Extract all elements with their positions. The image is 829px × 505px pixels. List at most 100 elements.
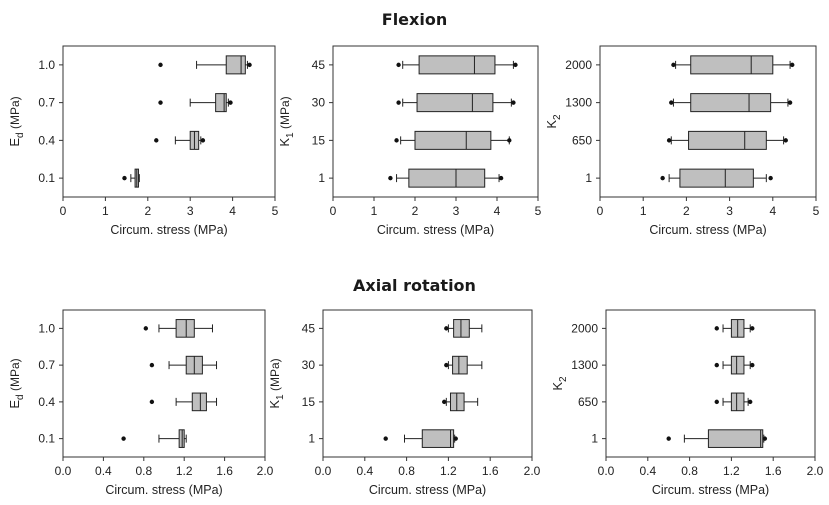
chart-1: 0 1 2 3 4 5 Circum. stress (MPa) 1.0 0.7 0.4 0.1 Ed… (7, 45, 279, 237)
outlier-point (121, 436, 126, 441)
x-tick-label: 5 (535, 204, 542, 218)
outlier-point (453, 436, 458, 441)
outlier-point (790, 62, 795, 68)
box (707, 429, 764, 448)
y-axis-label-main: E (7, 138, 22, 147)
x-tick-label: 0.0 (55, 464, 72, 478)
x-tick-label: 0.0 (315, 464, 332, 478)
outlier-point (783, 138, 788, 143)
x-tick-label: 3 (187, 204, 194, 218)
x-axis-label: Circum. stress (MPa) (105, 483, 222, 497)
y-tick-label: 15 (302, 395, 316, 409)
x-tick-label: 0.4 (356, 464, 373, 478)
box (421, 429, 455, 448)
chart-5: 0.0 0.4 0.8 1.2 1.6 2.0 Circum. stress (MPa) 45… (267, 309, 541, 497)
x-tick-label: 2.0 (524, 464, 541, 478)
box (690, 55, 774, 75)
y-tick-label: 30 (312, 96, 326, 110)
y-tick-label: 650 (572, 133, 592, 147)
box (730, 392, 745, 412)
box (225, 55, 246, 75)
x-tick-label: 0.8 (135, 464, 152, 478)
box (679, 168, 754, 188)
y-tick-label: 2000 (571, 321, 598, 335)
outlier-point (442, 399, 447, 405)
outlier-point (383, 436, 388, 441)
y-tick-label: 0.1 (38, 432, 55, 446)
outlier-point (228, 100, 233, 105)
plot-frame (62, 45, 276, 198)
y-axis-label-subscript: 1 (275, 394, 286, 400)
plot-frame (605, 309, 816, 458)
x-tick-label: 4 (769, 204, 776, 218)
box (418, 55, 496, 75)
box (690, 93, 772, 113)
outlier-point (513, 62, 518, 68)
outlier-point (149, 362, 155, 368)
box (191, 392, 207, 412)
outlier-point (714, 362, 719, 368)
outlier-point (714, 399, 719, 405)
x-tick-label: 1.2 (440, 464, 457, 478)
x-tick-label: 1 (371, 204, 378, 218)
box (688, 130, 767, 150)
y-axis-label-unit: (MPa) (278, 96, 292, 132)
x-tick-label: 2 (144, 204, 151, 218)
outlier-point (158, 62, 163, 68)
y-axis-label-subscript: 1 (285, 132, 296, 138)
x-tick-label: 2.0 (257, 464, 274, 478)
section-title-axial-rotation: Axial rotation (353, 276, 476, 295)
box (453, 319, 470, 338)
box (215, 93, 227, 113)
outlier-point (660, 175, 665, 181)
y-tick-label: 45 (312, 58, 326, 72)
outlier-point (122, 175, 127, 181)
y-tick-label: 1 (308, 432, 315, 446)
y-tick-label: 30 (302, 358, 316, 372)
outlier-point (750, 326, 755, 331)
plot-frame (599, 45, 817, 198)
x-tick-label: 4 (494, 204, 501, 218)
outlier-point (154, 138, 159, 143)
x-tick-label: 4 (229, 204, 236, 218)
x-tick-label: 0 (330, 204, 337, 218)
y-tick-label: 0.7 (38, 358, 55, 372)
x-tick-label: 3 (453, 204, 460, 218)
y-axis-label: Ed (MPa) (7, 358, 26, 408)
outlier-point (200, 138, 206, 143)
x-tick-label: 2 (683, 204, 690, 218)
y-axis-label: K2 (544, 114, 563, 129)
x-tick-label: 0 (60, 204, 67, 218)
x-tick-label: 1 (640, 204, 647, 218)
x-tick-label: 1 (102, 204, 109, 218)
outlier-point (444, 326, 449, 331)
section-title-flexion: Flexion (381, 10, 448, 29)
x-tick-label: 2.0 (807, 464, 824, 478)
y-tick-label: 1300 (565, 96, 592, 110)
y-axis-label-subscript: 2 (552, 114, 563, 120)
outlier-point (247, 62, 252, 68)
box (414, 130, 492, 150)
chart-6: 0.0 0.4 0.8 1.2 1.6 2.0 Circum. stress (MPa) 20… (550, 309, 824, 497)
y-axis-label-subscript: 2 (558, 376, 569, 382)
outlier-point (149, 399, 155, 405)
outlier-point (762, 436, 768, 441)
y-tick-label: 1.0 (38, 58, 55, 72)
outlier-point (666, 436, 671, 441)
outlier-point (498, 175, 504, 181)
outlier-point (396, 62, 401, 68)
y-axis-label-unit: (MPa) (8, 96, 22, 132)
x-axis-label: Circum. stress (MPa) (369, 483, 486, 497)
plot-frame (62, 309, 266, 458)
outlier-point (750, 362, 755, 368)
y-axis-label-subscript: d (15, 132, 26, 138)
box (449, 392, 465, 412)
x-tick-label: 1.6 (765, 464, 782, 478)
outlier-point (388, 175, 393, 181)
outlier-point (714, 326, 719, 331)
x-tick-label: 0.0 (598, 464, 615, 478)
y-axis-label-unit: (MPa) (8, 358, 22, 394)
x-tick-label: 1.6 (216, 464, 233, 478)
